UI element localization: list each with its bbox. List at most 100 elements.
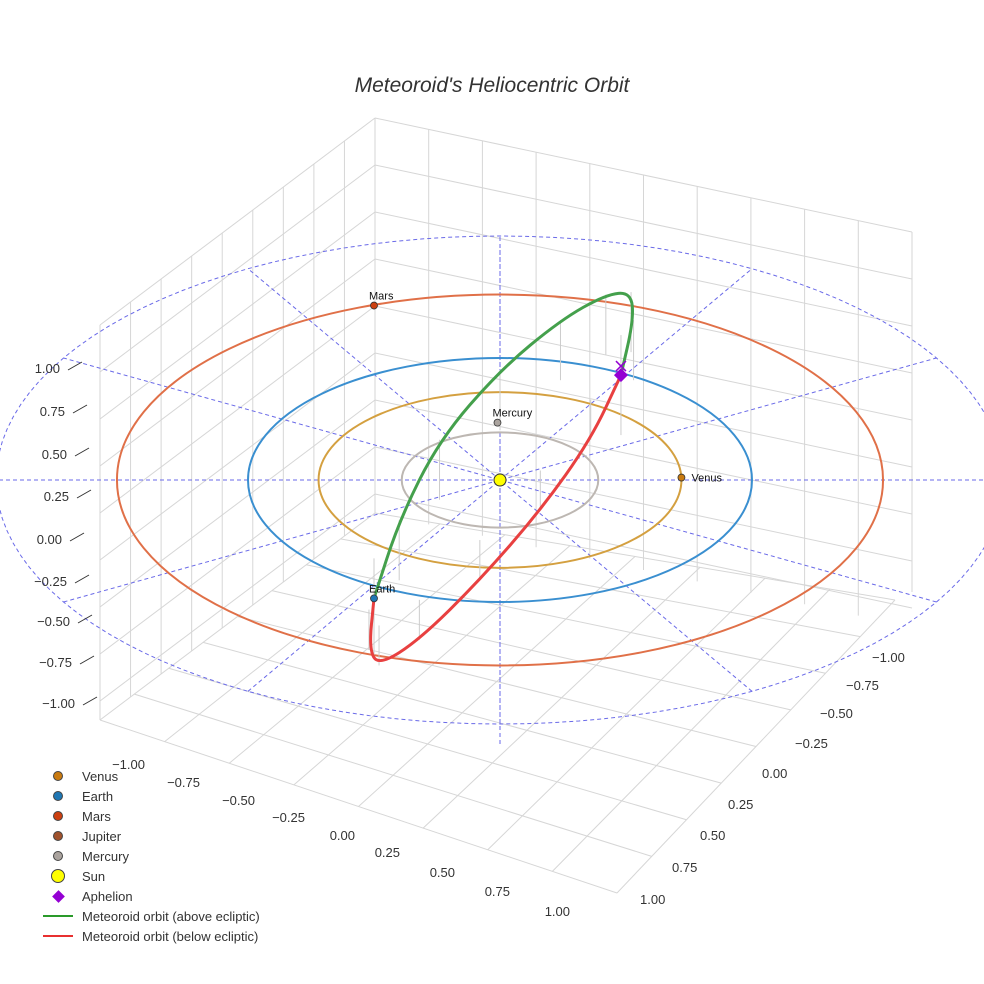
orbit-earth [247, 357, 753, 603]
legend-swatch-icon [38, 889, 78, 903]
planet-earth [370, 594, 378, 603]
y-tick-label: 0.50 [700, 828, 725, 843]
planet-mercury [493, 418, 502, 427]
legend-item[interactable]: Mercury [38, 846, 260, 866]
grid-line [374, 493, 913, 609]
z-tick-mark [79, 655, 95, 665]
grid-line [374, 258, 913, 374]
legend-item[interactable]: Jupiter [38, 826, 260, 846]
z-tick-mark [69, 532, 85, 542]
y-tick-label: −0.25 [795, 736, 828, 751]
z-tick-label: 1.00 [35, 361, 60, 376]
radial-reference-line [247, 268, 753, 692]
legend-item[interactable]: Mars [38, 806, 260, 826]
grid-line [99, 352, 376, 561]
grid-line [374, 211, 913, 327]
z-tick-label: −1.00 [42, 696, 75, 711]
x-tick-label: 0.25 [375, 845, 400, 860]
sun-marker [493, 473, 507, 487]
z-tick-label: −0.75 [39, 655, 72, 670]
aphelion-marker [613, 368, 628, 383]
grid-line [306, 564, 826, 674]
z-tick-label: 0.75 [40, 404, 65, 419]
legend-item[interactable]: Meteoroid orbit (above ecliptic) [38, 906, 260, 926]
grid-line [99, 305, 376, 514]
grid-line [374, 446, 913, 562]
grid-line [374, 164, 913, 280]
legend-swatch-icon [38, 771, 78, 781]
x-tick-label: 0.50 [430, 865, 455, 880]
grid-line [271, 590, 791, 711]
grid-line [237, 616, 757, 747]
legend-item[interactable]: Aphelion [38, 886, 260, 906]
z-tick-label: −0.50 [37, 614, 70, 629]
grid-line [374, 352, 913, 468]
y-tick-label: 0.00 [762, 766, 787, 781]
legend-swatch-icon [38, 851, 78, 861]
z-tick-mark [74, 574, 90, 584]
legend-item[interactable]: Earth [38, 786, 260, 806]
z-tick-mark [82, 696, 98, 706]
grid-line [99, 164, 376, 373]
planet-label-earth: Earth [369, 583, 395, 595]
y-tick-label: 1.00 [640, 892, 665, 907]
y-tick-label: 0.25 [728, 797, 753, 812]
grid-line [99, 258, 376, 467]
z-tick-mark [72, 404, 88, 414]
legend-swatch-icon [38, 811, 78, 821]
grid-line [552, 588, 831, 872]
legend-label: Mars [82, 808, 111, 824]
chart-title: Meteoroid's Heliocentric Orbit [354, 74, 630, 97]
grid-line [422, 567, 701, 829]
y-tick-label: −1.00 [872, 650, 905, 665]
legend: Venus Earth Mars Jupiter Mercury Sun Aphelion M… [38, 766, 260, 946]
legend-label: Meteoroid orbit (above ecliptic) [82, 908, 260, 924]
legend-label: Sun [82, 868, 106, 884]
grid-line [99, 446, 376, 655]
grid-line [340, 538, 861, 638]
legend-swatch-icon [38, 831, 78, 841]
legend-item[interactable]: Venus [38, 766, 260, 786]
grid-line [374, 399, 913, 515]
z-tick-mark [74, 447, 90, 457]
planet-venus [677, 473, 686, 482]
x-tick-label: −1.00 [112, 757, 145, 772]
x-tick-label: −0.75 [167, 775, 200, 790]
meteoroid-orbit-above [372, 291, 634, 599]
meteoroid-orbit-below [369, 374, 623, 663]
legend-label: Earth [82, 788, 114, 804]
legend-item[interactable]: Meteoroid orbit (below ecliptic) [38, 926, 260, 946]
grid-line [616, 599, 896, 894]
legend-label: Mercury [82, 848, 129, 864]
legend-swatch-icon [38, 869, 78, 883]
y-tick-label: 0.75 [672, 860, 697, 875]
grid-line [487, 577, 766, 851]
z-tick-label: 0.25 [44, 489, 69, 504]
z-tick-mark [67, 361, 83, 371]
legend-item[interactable]: Sun [38, 866, 260, 886]
planet-label-mercury: Mercury [492, 408, 532, 420]
aphelion-x-icon [615, 360, 627, 372]
legend-label: Aphelion [82, 888, 133, 904]
x-tick-label: 0.75 [485, 884, 510, 899]
z-tick-mark [77, 614, 93, 624]
legend-swatch-icon [38, 915, 78, 917]
z-tick-mark [76, 489, 92, 499]
planet-label-venus: Venus [691, 473, 722, 485]
grid-line [374, 512, 896, 601]
z-tick-label: 0.00 [37, 532, 62, 547]
grid-line [99, 117, 376, 326]
x-tick-label: 1.00 [545, 904, 570, 919]
grid-line [374, 117, 913, 233]
radial-reference-line [247, 268, 753, 692]
x-tick-label: −0.25 [272, 810, 305, 825]
z-tick-label: 0.50 [42, 447, 67, 462]
legend-label: Meteoroid orbit (below ecliptic) [82, 928, 259, 944]
orbit-mars [115, 293, 885, 667]
legend-label: Jupiter [82, 828, 122, 844]
grid-line [99, 493, 376, 702]
y-tick-label: −0.50 [820, 706, 853, 721]
x-tick-label: 0.00 [330, 828, 355, 843]
